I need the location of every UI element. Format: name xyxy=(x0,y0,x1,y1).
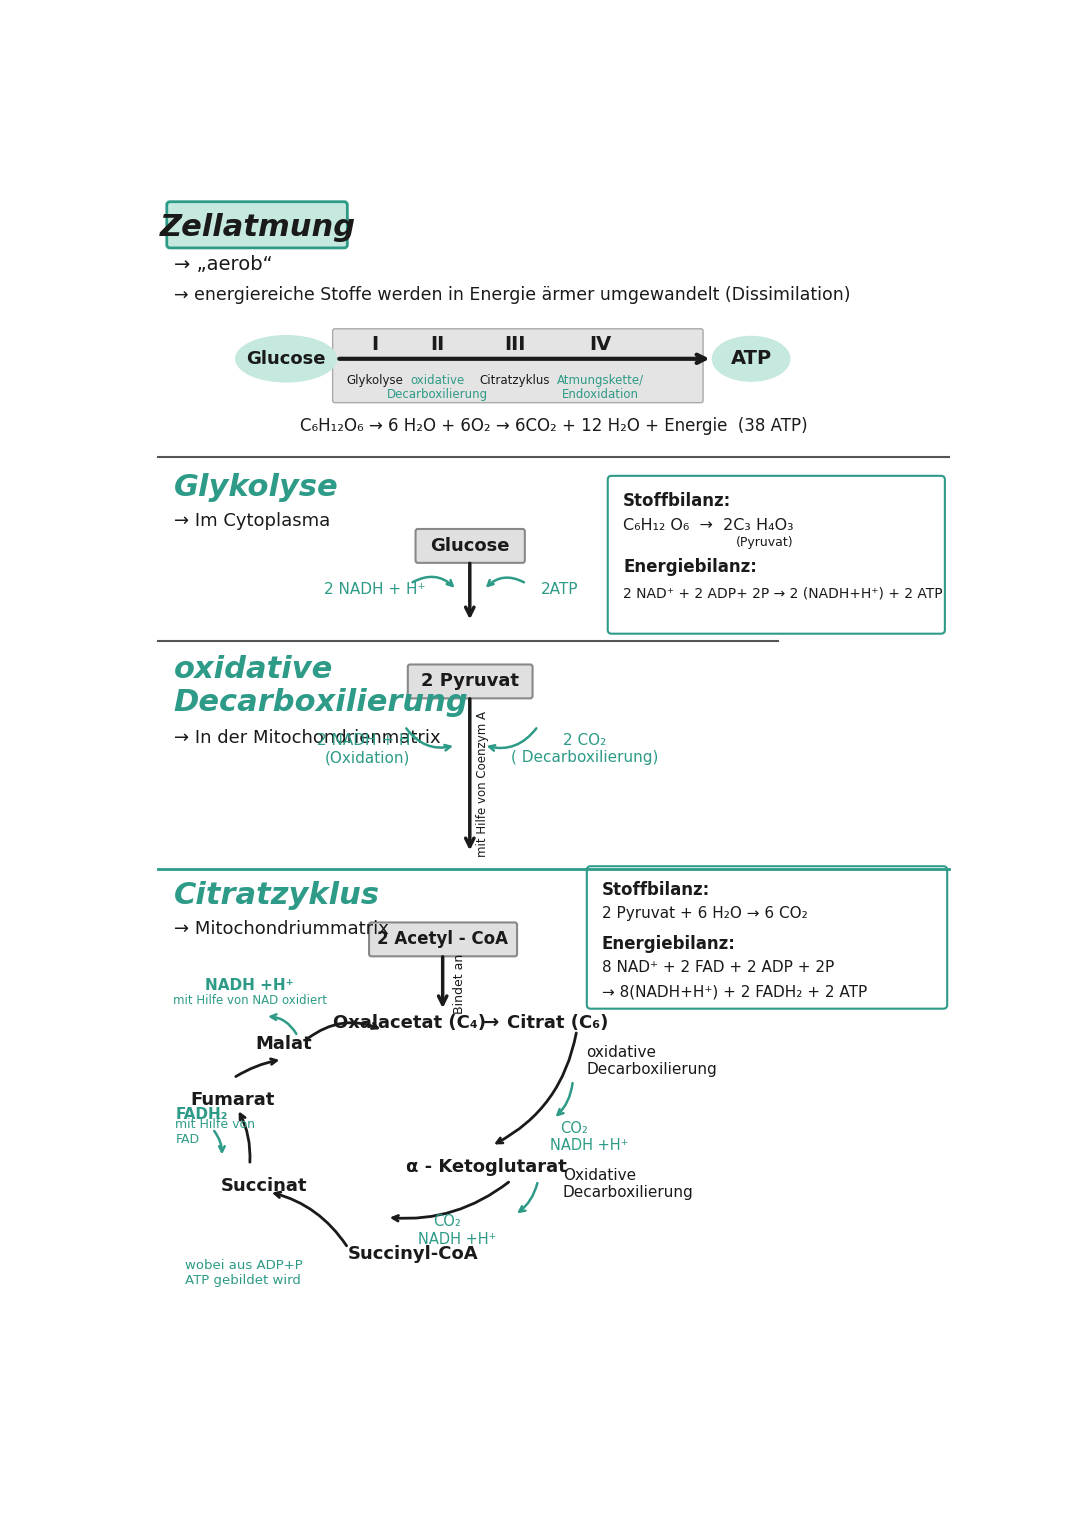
Text: Glucose: Glucose xyxy=(430,538,510,554)
Text: NADH +H⁺: NADH +H⁺ xyxy=(205,979,294,993)
Text: Glucose: Glucose xyxy=(246,350,326,368)
Text: Decarboxilierung: Decarboxilierung xyxy=(174,689,469,718)
Text: α - Ketoglutarat: α - Ketoglutarat xyxy=(406,1159,567,1176)
Text: Glykolyse: Glykolyse xyxy=(347,374,404,388)
Text: 2 CO₂
( Decarboxilierung): 2 CO₂ ( Decarboxilierung) xyxy=(511,733,658,765)
Text: 2 Pyruvat: 2 Pyruvat xyxy=(421,672,518,690)
Text: mit Hilfe von Coenzym A: mit Hilfe von Coenzym A xyxy=(475,712,488,857)
FancyBboxPatch shape xyxy=(333,328,703,403)
Text: Citrat (C₆): Citrat (C₆) xyxy=(507,1014,608,1032)
Text: → Im Cytoplasma: → Im Cytoplasma xyxy=(174,512,330,530)
Text: 2 Pyruvat + 6 H₂O → 6 CO₂: 2 Pyruvat + 6 H₂O → 6 CO₂ xyxy=(602,906,807,921)
Text: oxidative: oxidative xyxy=(174,655,333,684)
Text: NADH +H⁺: NADH +H⁺ xyxy=(550,1138,627,1153)
Text: Oxalacetat (C₄): Oxalacetat (C₄) xyxy=(333,1014,486,1032)
Text: Glykolyse: Glykolyse xyxy=(174,473,338,502)
Text: Stoffbilanz:: Stoffbilanz: xyxy=(623,492,731,510)
Text: →: → xyxy=(484,1012,500,1032)
Text: Oxidative
Decarboxilierung: Oxidative Decarboxilierung xyxy=(563,1168,693,1200)
FancyBboxPatch shape xyxy=(608,476,945,634)
Text: C₆H₁₂O₆ → 6 H₂O + 6O₂ → 6CO₂ + 12 H₂O + Energie  (38 ATP): C₆H₁₂O₆ → 6 H₂O + 6O₂ → 6CO₂ + 12 H₂O + … xyxy=(299,417,808,435)
Text: Energiebilanz:: Energiebilanz: xyxy=(623,557,757,576)
Text: III: III xyxy=(504,336,526,354)
Text: → Mitochondriummatrix: → Mitochondriummatrix xyxy=(174,919,389,938)
Text: oxidative
Decarboxilierung: oxidative Decarboxilierung xyxy=(387,374,488,402)
Text: Energiebilanz:: Energiebilanz: xyxy=(602,935,735,953)
Text: → „aerob“: → „aerob“ xyxy=(174,255,272,273)
Text: Succinat: Succinat xyxy=(220,1177,307,1194)
FancyBboxPatch shape xyxy=(369,922,517,956)
Text: IV: IV xyxy=(589,336,611,354)
Text: → 8(NADH+H⁺) + 2 FADH₂ + 2 ATP: → 8(NADH+H⁺) + 2 FADH₂ + 2 ATP xyxy=(602,985,867,999)
Text: 8 NAD⁺ + 2 FAD + 2 ADP + 2P: 8 NAD⁺ + 2 FAD + 2 ADP + 2P xyxy=(602,959,834,974)
Text: Succinyl-CoA: Succinyl-CoA xyxy=(348,1245,478,1263)
Text: Atmungskette/
Endoxidation: Atmungskette/ Endoxidation xyxy=(556,374,644,402)
Text: wobei aus ADP+P
ATP gebildet wird: wobei aus ADP+P ATP gebildet wird xyxy=(186,1258,303,1287)
Text: Citratzyklus: Citratzyklus xyxy=(480,374,550,388)
Text: 2 NAD⁺ + 2 ADP+ 2P → 2 (NADH+H⁺) + 2 ATP: 2 NAD⁺ + 2 ADP+ 2P → 2 (NADH+H⁺) + 2 ATP xyxy=(623,586,943,600)
Text: Fumarat: Fumarat xyxy=(191,1090,275,1109)
Text: 2ATP: 2ATP xyxy=(541,582,579,597)
Text: Citratzyklus: Citratzyklus xyxy=(174,881,380,910)
Ellipse shape xyxy=(235,336,337,382)
FancyBboxPatch shape xyxy=(166,202,348,247)
Text: CO₂: CO₂ xyxy=(559,1121,588,1136)
FancyBboxPatch shape xyxy=(416,528,525,563)
FancyBboxPatch shape xyxy=(586,866,947,1009)
Text: FADH₂: FADH₂ xyxy=(175,1107,228,1122)
FancyBboxPatch shape xyxy=(408,664,532,698)
Text: CO₂: CO₂ xyxy=(433,1214,461,1229)
Ellipse shape xyxy=(713,336,789,382)
Text: 2 NADH + H⁺
(Oxidation): 2 NADH + H⁺ (Oxidation) xyxy=(316,733,418,765)
Text: Stoffbilanz:: Stoffbilanz: xyxy=(602,881,710,899)
Text: mit Hilfe von NAD oxidiert: mit Hilfe von NAD oxidiert xyxy=(173,994,326,1008)
Text: (Pyruvat): (Pyruvat) xyxy=(735,536,793,548)
Text: I: I xyxy=(372,336,379,354)
Text: C₆H₁₂ O₆  →  2C₃ H₄O₃: C₆H₁₂ O₆ → 2C₃ H₄O₃ xyxy=(623,518,794,533)
Text: ATP: ATP xyxy=(730,350,772,368)
Text: Malat: Malat xyxy=(255,1035,312,1054)
Text: → In der Mitochondrienmatrix: → In der Mitochondrienmatrix xyxy=(174,728,441,747)
Text: 2 Acetyl - CoA: 2 Acetyl - CoA xyxy=(377,930,509,948)
Text: → energiereiche Stoffe werden in Energie ärmer umgewandelt (Dissimilation): → energiereiche Stoffe werden in Energie… xyxy=(174,286,850,304)
Text: Bindet an: Bindet an xyxy=(453,954,465,1014)
Text: mit Hilfe von
FAD: mit Hilfe von FAD xyxy=(175,1118,255,1145)
Text: Zellatmung: Zellatmung xyxy=(160,214,355,243)
Text: NADH +H⁺: NADH +H⁺ xyxy=(418,1232,496,1248)
Text: 2 NADH + H⁺: 2 NADH + H⁺ xyxy=(324,582,426,597)
Text: II: II xyxy=(430,336,444,354)
Text: oxidative
Decarboxilierung: oxidative Decarboxilierung xyxy=(586,1044,717,1077)
